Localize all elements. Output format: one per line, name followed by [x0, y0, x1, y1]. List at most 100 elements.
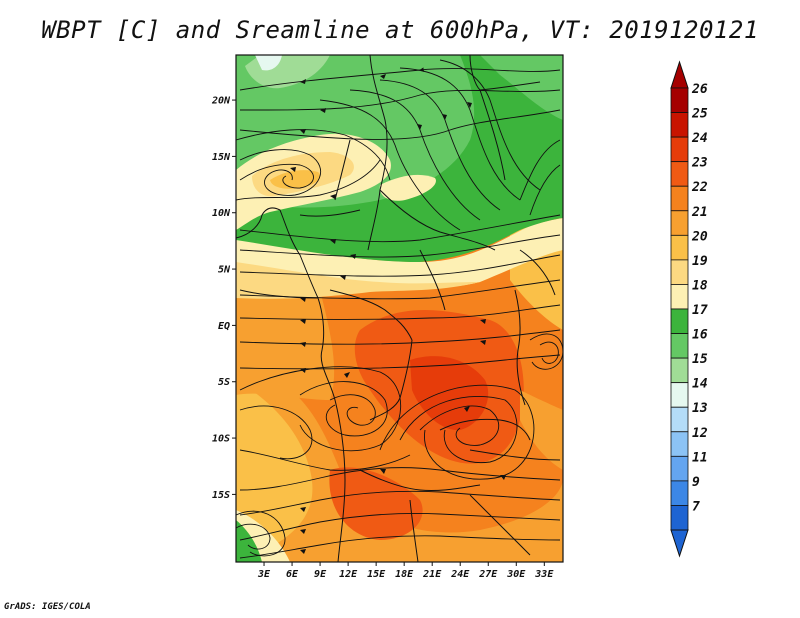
streamline [239, 279, 561, 300]
lon-tick-label: 3E [257, 569, 271, 580]
colorbar-label: 16 [692, 328, 708, 343]
streamline [239, 535, 561, 559]
border-line [329, 289, 413, 341]
stream-arrow [300, 342, 306, 347]
colorbar-label: 23 [691, 156, 708, 171]
colorbar-label: 21 [691, 205, 708, 220]
streamline [239, 234, 561, 258]
streamline [469, 449, 561, 461]
country-boundaries [236, 55, 556, 562]
lon-tick-label: 12E [339, 569, 358, 580]
colorbar-swatch [670, 308, 689, 334]
streamlines [236, 59, 563, 559]
wbpt-transition-19 [236, 262, 480, 299]
west-coastline [236, 207, 346, 562]
colorbar-swatch [670, 210, 689, 236]
wbpt-southwest-20 [236, 380, 313, 562]
chart-title: WBPT [C] and Sreamline at 600hPa, VT: 20… [41, 16, 759, 44]
colorbar-swatch [670, 112, 689, 138]
lat-tick-label: 10S [212, 434, 230, 445]
stream-arrow [464, 406, 470, 412]
stream-arrow [330, 194, 336, 199]
map-frame [235, 54, 564, 563]
border-line [334, 139, 351, 201]
streamline [239, 512, 561, 541]
colorbar-label: 13 [692, 401, 708, 416]
latitude-axis: 20N 15N 10N 5N EQ 5S 10S 15S [211, 96, 236, 501]
colorbar-swatch [670, 234, 689, 261]
wbpt-west-21 [236, 285, 335, 400]
colorbar-swatch [670, 505, 689, 531]
border-line [479, 89, 506, 181]
lat-tick-label: 20N [211, 96, 231, 107]
stream-arrow [300, 319, 306, 324]
lon-tick-label: 15E [367, 569, 386, 580]
stream-arrow [300, 129, 306, 134]
colorbar-label: 12 [692, 426, 708, 441]
lat-tick-label: 5S [218, 377, 230, 388]
stream-arrow [300, 529, 306, 534]
stream-arrow [467, 102, 472, 108]
streamline [239, 109, 561, 140]
wbpt-patch-18 [379, 174, 436, 201]
lat-tick-label: 5N [218, 265, 231, 276]
streamline [236, 510, 286, 557]
colorbar-swatch [670, 87, 689, 113]
colorbar-label: 14 [692, 377, 708, 392]
longitude-axis: 3E 6E 9E 12E 15E 18E 21E 24E 27E 30E 33E [257, 562, 554, 580]
stream-arrow [380, 469, 386, 474]
colorbar-swatch [670, 480, 689, 506]
colorbar-label: 9 [692, 475, 700, 490]
stream-arrow [500, 475, 506, 480]
lat-tick-label: 15N [212, 152, 231, 163]
streamline [239, 89, 561, 111]
wbpt-north-14 [255, 55, 282, 71]
lat-tick-label: 10N [212, 208, 231, 219]
border-line [519, 249, 556, 296]
lon-tick-label: 6E [286, 569, 299, 580]
colorbar-top-arrow [670, 60, 689, 89]
wbpt-sw-corner-17 [236, 520, 262, 562]
lon-tick-label: 33E [534, 569, 554, 580]
streamline [299, 381, 388, 437]
stream-arrow [480, 340, 486, 345]
stream-arrow [330, 239, 336, 244]
stream-arrow [320, 108, 326, 113]
border-line [379, 189, 496, 251]
streamline [419, 405, 500, 446]
colorbar-swatch [670, 431, 689, 457]
streamline [239, 449, 411, 471]
border-line [369, 339, 413, 421]
lat-tick-label: 15S [212, 490, 230, 501]
streamline [239, 467, 561, 491]
map-plot-area [236, 55, 563, 562]
streamline [319, 99, 461, 231]
border-line [359, 469, 481, 491]
streamline [239, 354, 561, 370]
streamline [529, 333, 563, 370]
stream-arrow [300, 368, 306, 373]
colorbar-label: 7 [692, 499, 700, 514]
streamline [399, 67, 521, 201]
streamline [239, 214, 561, 243]
lon-tick-label: 27E [478, 569, 498, 580]
colorbar-label: 22 [691, 180, 708, 195]
grads-credit: GrADS: IGES/COLA [4, 602, 91, 612]
streamline [349, 89, 481, 221]
streamline [519, 139, 561, 201]
colorbar-swatch [670, 357, 689, 384]
streamline [239, 405, 313, 460]
lat-tick-label: EQ [218, 321, 230, 332]
streamline [236, 129, 391, 181]
colorbar-label: 18 [692, 278, 708, 293]
border-line [409, 499, 419, 562]
stream-arrow [340, 275, 346, 280]
colorbar-label: 11 [692, 450, 708, 465]
stream-arrow [442, 114, 447, 120]
border-line [367, 55, 388, 251]
colorbar-label: 19 [692, 254, 708, 269]
streamline [439, 59, 541, 191]
wbpt-south-21 [236, 360, 563, 562]
colorbar-label: 17 [692, 303, 708, 318]
streamline [239, 254, 561, 277]
